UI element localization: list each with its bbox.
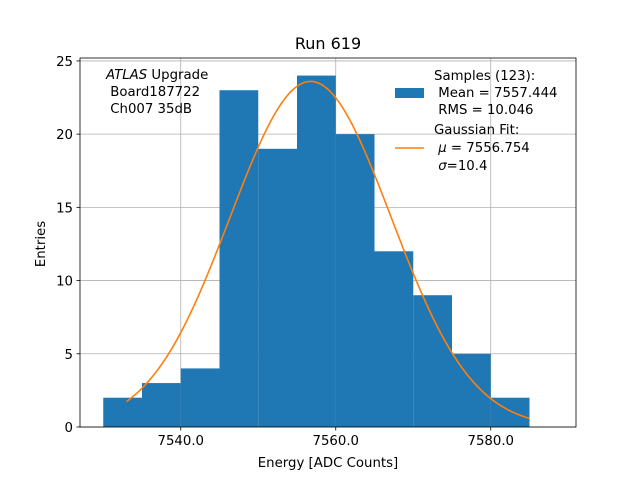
y-tick-label: 10 (56, 275, 73, 290)
axis-ticks: 7540.0 7560.0 7580.0 0 5 10 15 20 25 (56, 55, 514, 449)
plot-frame (79, 57, 577, 428)
legend-samples-line-1: Samples (123): (434, 69, 535, 84)
legend-fit-line-3: σ=10.4 (434, 159, 487, 174)
mu-symbol: μ (437, 141, 446, 156)
legend-samples-swatch (395, 88, 424, 98)
annotation-atlas: ATLAS (105, 68, 148, 83)
histogram-bar (258, 148, 297, 428)
legend-samples-line-2: Mean = 7557.444 (434, 86, 558, 101)
legend-fit-line-1: Gaussian Fit: (434, 123, 519, 138)
histogram-bar (219, 90, 259, 427)
histogram-bar (180, 368, 220, 427)
chart-title: Run 619 (295, 34, 361, 53)
y-tick-label: 25 (56, 55, 73, 70)
annotation-line-1: ATLAS Upgrade (105, 68, 208, 83)
annotation-line-3: Ch007 35dB (106, 102, 192, 117)
x-tick-label: 7580.0 (467, 434, 514, 449)
legend-fit-line-2: μ = 7556.754 (434, 141, 530, 156)
legend: Samples (123): Mean = 7557.444 RMS = 10.… (395, 69, 558, 174)
y-tick-label: 0 (65, 421, 73, 436)
annotation-upgrade: Upgrade (147, 68, 208, 83)
histogram-bar (374, 251, 414, 427)
y-tick-label: 20 (56, 128, 73, 143)
legend-samples-line-3: RMS = 10.046 (434, 103, 534, 118)
histogram-bars (103, 75, 530, 428)
annotation-line-2: Board187722 (106, 85, 200, 100)
y-tick-label: 5 (65, 348, 73, 363)
histogram-bar (297, 75, 336, 428)
sigma-symbol: σ (438, 159, 447, 174)
y-axis-label: Entries (34, 221, 49, 267)
gaussian-fit-layer (126, 80, 530, 420)
x-tick-label: 7540.0 (157, 434, 204, 449)
histogram-bar (413, 295, 452, 427)
y-tick-label: 15 (56, 201, 73, 216)
annotation-box: ATLAS Upgrade Board187722 Ch007 35dB (105, 68, 208, 117)
histogram-bar (335, 134, 375, 427)
gaussian-fit-line (126, 80, 530, 420)
histogram-bar (103, 397, 142, 427)
histogram-bar (142, 383, 181, 427)
x-axis-label: Energy [ADC Counts] (258, 456, 398, 471)
x-tick-label: 7560.0 (312, 434, 359, 449)
histogram-bar (452, 353, 491, 427)
